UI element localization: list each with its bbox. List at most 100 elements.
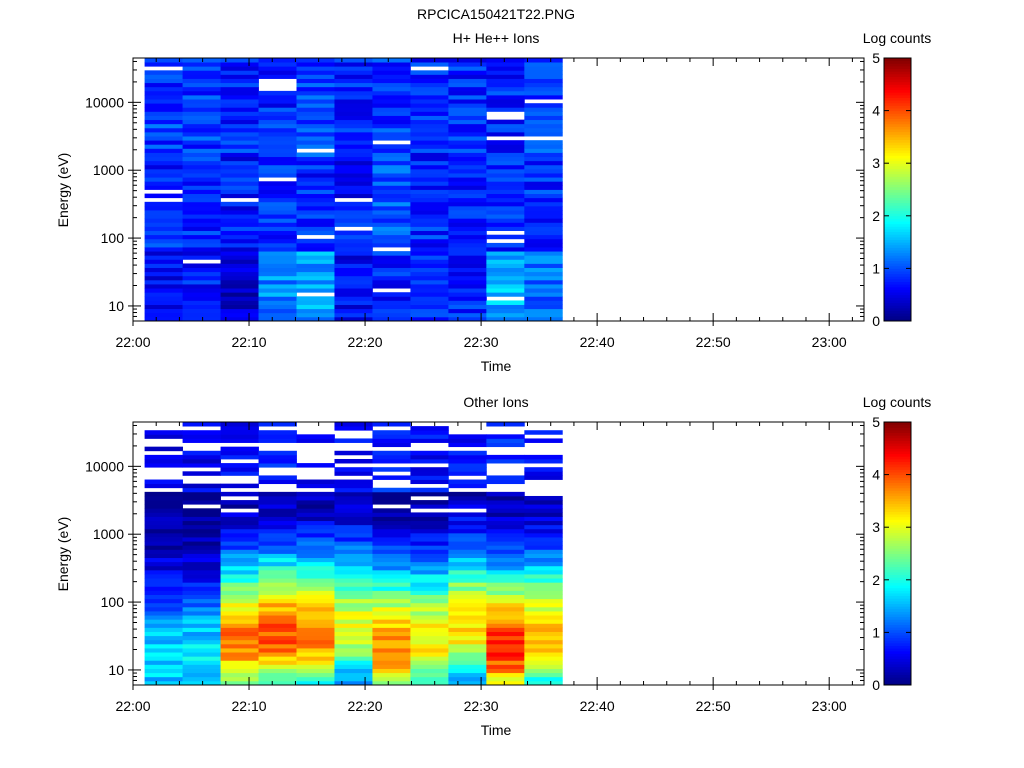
colorbar-label: Log counts bbox=[863, 394, 932, 410]
heatmap-cell bbox=[144, 251, 183, 256]
heatmap-cell bbox=[372, 664, 411, 669]
heatmap-cell bbox=[448, 602, 487, 608]
heatmap-cell bbox=[296, 90, 335, 96]
colorbar-step bbox=[884, 529, 911, 533]
colorbar-step bbox=[884, 139, 911, 143]
heatmap-cell bbox=[410, 296, 449, 301]
heatmap-cell bbox=[296, 516, 335, 522]
heatmap-cell bbox=[334, 210, 373, 215]
heatmap-cell bbox=[296, 136, 335, 141]
heatmap-cell bbox=[144, 627, 183, 632]
heatmap-cell bbox=[296, 615, 335, 620]
colorbar-step bbox=[884, 556, 911, 560]
heatmap-cell bbox=[258, 590, 297, 595]
heatmap-cell bbox=[296, 578, 335, 583]
heatmap-cell bbox=[220, 660, 259, 665]
heatmap-cell bbox=[296, 226, 335, 231]
colorbar-step bbox=[884, 558, 911, 562]
heatmap-cell bbox=[182, 205, 221, 211]
colorbar-step bbox=[884, 102, 911, 106]
colorbar-step bbox=[884, 84, 911, 88]
heatmap-cell bbox=[334, 471, 373, 476]
heatmap-cell bbox=[448, 680, 487, 686]
heatmap-cell bbox=[220, 491, 259, 497]
heatmap-cell bbox=[410, 189, 449, 195]
heatmap-cell bbox=[220, 177, 259, 182]
x-tick-label: 22:20 bbox=[348, 334, 383, 350]
colorbar-step bbox=[884, 640, 911, 644]
colorbar-step bbox=[884, 500, 911, 505]
heatmap-cell bbox=[410, 668, 449, 674]
heatmap-cell bbox=[524, 90, 563, 96]
heatmap-cell bbox=[296, 639, 335, 645]
colorbar-step bbox=[884, 126, 911, 130]
heatmap-cell bbox=[220, 99, 259, 104]
heatmap-cell bbox=[372, 475, 411, 480]
heatmap-cell bbox=[144, 74, 183, 79]
heatmap-cell bbox=[258, 94, 297, 100]
heatmap-cell bbox=[334, 58, 373, 63]
heatmap-cell bbox=[182, 557, 221, 563]
heatmap-cell bbox=[220, 103, 259, 108]
heatmap-cell bbox=[220, 676, 259, 682]
heatmap-cell bbox=[372, 487, 411, 493]
heatmap-cell bbox=[220, 619, 259, 624]
heatmap-cell bbox=[334, 582, 373, 587]
colorbar-step bbox=[884, 157, 911, 162]
heatmap-cell bbox=[410, 598, 449, 604]
heatmap-cell bbox=[220, 438, 259, 443]
heatmap-cell bbox=[410, 532, 449, 538]
heatmap-cell bbox=[296, 214, 335, 219]
heatmap-cell bbox=[486, 458, 525, 464]
heatmap-cell bbox=[182, 300, 221, 305]
colorbar-step bbox=[884, 218, 911, 222]
heatmap-cell bbox=[372, 78, 411, 84]
heatmap-cell bbox=[410, 238, 449, 244]
heatmap-cell bbox=[182, 656, 221, 661]
heatmap-cell bbox=[258, 586, 297, 591]
colorbar-step bbox=[884, 231, 911, 235]
heatmap-cell bbox=[448, 483, 487, 489]
heatmap-cell bbox=[182, 164, 221, 170]
heatmap-cell bbox=[448, 210, 487, 215]
heatmap-cell bbox=[182, 234, 221, 240]
heatmap-cell bbox=[220, 111, 259, 116]
heatmap-cell bbox=[296, 590, 335, 595]
heatmap-cell bbox=[334, 565, 373, 571]
colorbar-step bbox=[884, 474, 911, 478]
heatmap-cell bbox=[372, 438, 411, 443]
heatmap-cell bbox=[410, 639, 449, 645]
heatmap-cell bbox=[448, 660, 487, 665]
heatmap-cell bbox=[296, 255, 335, 260]
heatmap-cell bbox=[296, 582, 335, 587]
colorbar-step bbox=[884, 305, 911, 309]
heatmap-cell bbox=[296, 210, 335, 215]
colorbar-step bbox=[884, 89, 911, 93]
heatmap-cell bbox=[486, 615, 525, 620]
heatmap-cell bbox=[486, 611, 525, 616]
heatmap-cell bbox=[410, 107, 449, 112]
heatmap-cell bbox=[372, 123, 411, 129]
heatmap-cell bbox=[372, 267, 411, 273]
heatmap-cell bbox=[334, 234, 373, 240]
heatmap-cell bbox=[220, 594, 259, 600]
heatmap-cell bbox=[220, 205, 259, 211]
heatmap-cell bbox=[258, 107, 297, 112]
heatmap-cell bbox=[410, 144, 449, 149]
heatmap-cell bbox=[220, 160, 259, 166]
heatmap-cell bbox=[410, 181, 449, 186]
colorbar-step bbox=[884, 650, 911, 654]
heatmap-cell bbox=[182, 267, 221, 273]
heatmap-cell bbox=[144, 58, 183, 63]
heatmap-cell bbox=[296, 664, 335, 669]
heatmap-cell bbox=[182, 66, 221, 71]
heatmap-cell bbox=[486, 148, 525, 153]
heatmap-cell bbox=[372, 500, 411, 505]
heatmap-cell bbox=[296, 652, 335, 657]
heatmap-cell bbox=[410, 606, 449, 612]
heatmap-cell bbox=[486, 643, 525, 649]
heatmap-cell bbox=[524, 185, 563, 190]
heatmap-cell bbox=[486, 181, 525, 186]
heatmap-cell bbox=[258, 520, 297, 526]
heatmap-cell bbox=[486, 177, 525, 182]
